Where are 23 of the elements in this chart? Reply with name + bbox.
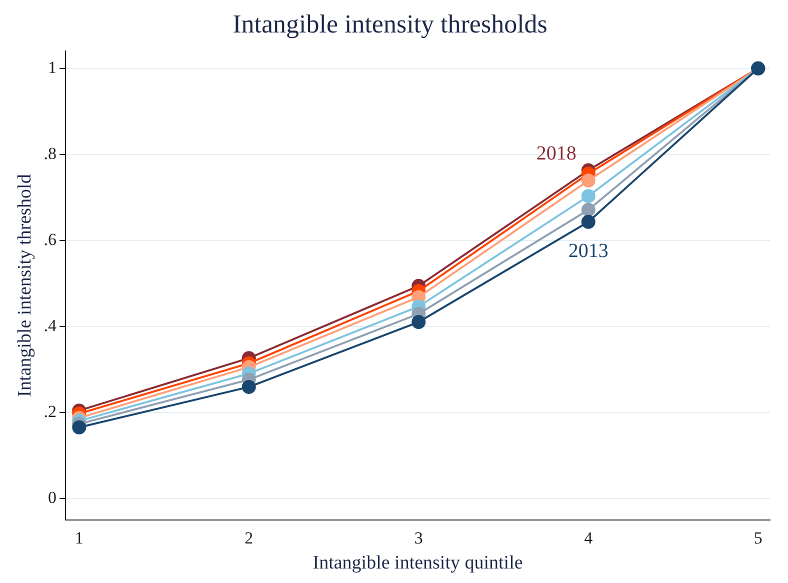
point — [412, 315, 426, 330]
point — [581, 202, 596, 217]
point — [581, 214, 596, 229]
point — [242, 380, 256, 394]
point — [581, 174, 596, 188]
series-label: 2018 — [536, 142, 576, 165]
x-tick-label: 4 — [584, 528, 594, 548]
x-tick-label: 5 — [754, 528, 762, 548]
y-tick-label: .2 — [44, 402, 57, 421]
y-tick-label: .6 — [44, 230, 57, 249]
y-tick-label: .4 — [44, 316, 58, 335]
point — [581, 189, 596, 204]
x-axis-title: Intangible intensity quintile — [312, 552, 523, 574]
point — [72, 420, 86, 434]
x-tick-label: 3 — [414, 528, 423, 548]
chart-title: Intangible intensity thresholds — [232, 9, 548, 38]
y-axis-title: Intangible intensity threshold — [14, 174, 36, 397]
x-tick-label: 1 — [74, 528, 84, 548]
x-tick-label: 2 — [244, 528, 254, 548]
y-tick-label: .8 — [44, 144, 57, 163]
series-label: 2013 — [568, 240, 608, 262]
y-tick-label: 0 — [48, 488, 57, 507]
y-tick-label: 1 — [48, 58, 57, 77]
